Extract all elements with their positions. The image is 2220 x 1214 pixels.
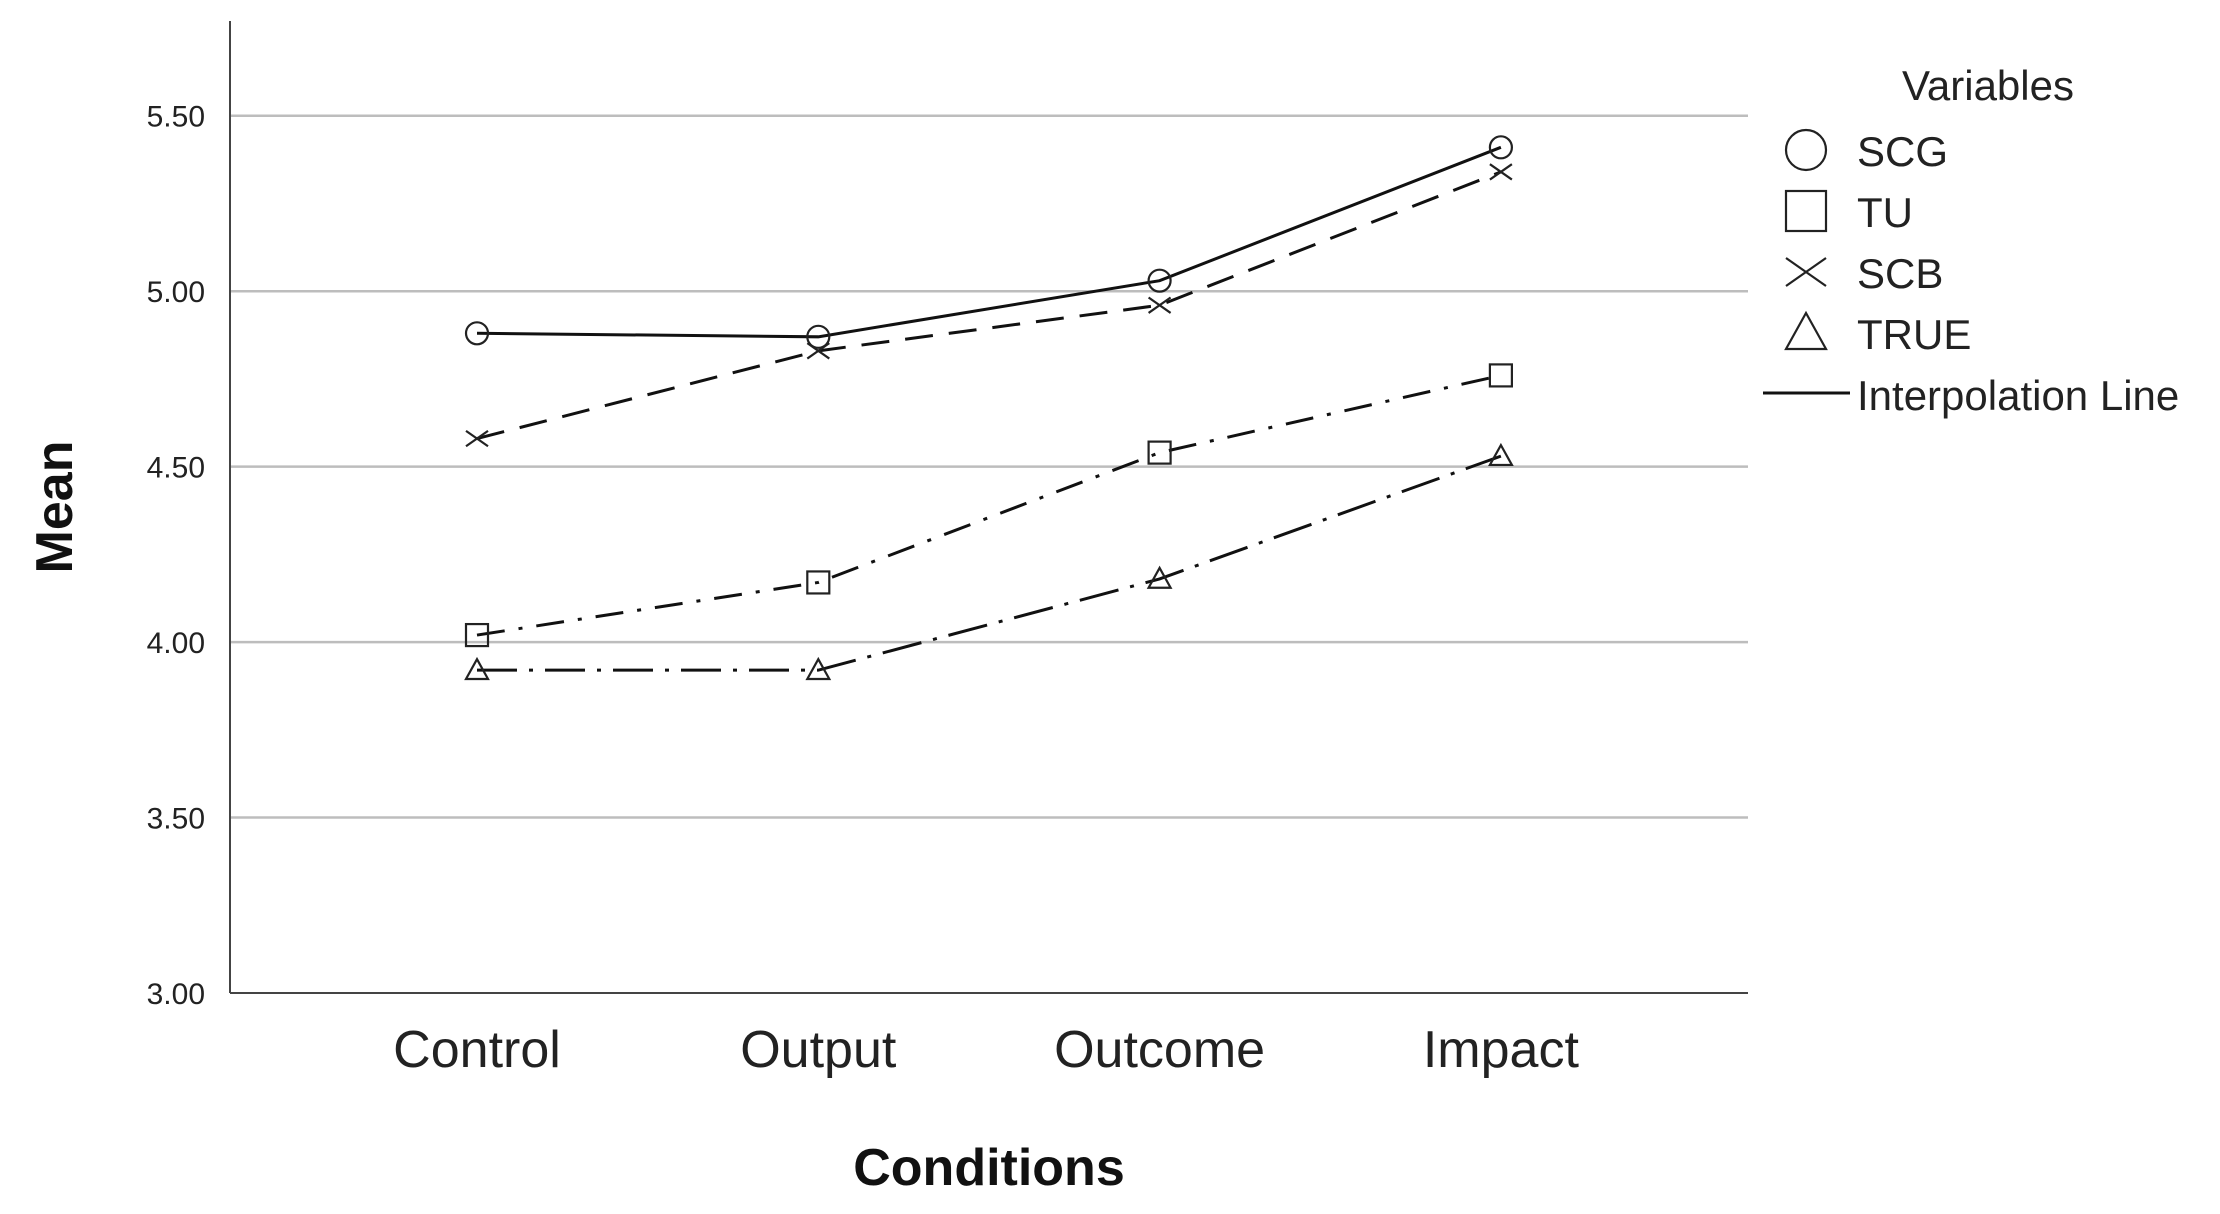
triangle-marker (805, 656, 832, 681)
triangle-marker (1784, 310, 1828, 351)
legend-interpolation-label: Interpolation Line (1857, 372, 2179, 419)
x-marker (1147, 296, 1172, 314)
x-marker (1785, 257, 1827, 287)
y-axis-title: Mean (26, 441, 84, 574)
series-tu (464, 363, 1514, 648)
x-tick-label: Control (393, 1021, 561, 1079)
x-marker (465, 429, 489, 448)
legend-label: TRUE (1857, 311, 1971, 358)
y-tick-label: 3.00 (147, 978, 205, 1011)
y-tick-label: 3.50 (147, 803, 205, 836)
x-axis-title: Conditions (853, 1139, 1125, 1197)
series-line (476, 170, 1502, 441)
legend-label: SCB (1857, 250, 1943, 297)
series-line (477, 454, 1502, 672)
series-scg (464, 135, 1514, 349)
x-tick-label: Impact (1423, 1021, 1580, 1079)
series-line (476, 145, 1502, 339)
legend-label: SCG (1857, 128, 1948, 175)
circle-marker (1147, 268, 1172, 293)
circle-marker (1488, 135, 1514, 160)
square-marker (806, 570, 831, 595)
series-scb (465, 163, 1513, 448)
circle-marker (806, 324, 831, 349)
triangle-marker (1146, 565, 1173, 589)
legend-title: Variables (1902, 62, 2074, 109)
x-tick-label: Outcome (1054, 1021, 1265, 1079)
x-marker (806, 342, 830, 360)
circle-marker (464, 321, 490, 346)
triangle-marker (1488, 442, 1514, 467)
x-tick-label: Output (740, 1021, 897, 1079)
y-tick-label: 5.50 (147, 101, 205, 134)
y-tick-label: 4.50 (147, 452, 205, 485)
y-tick-label: 5.00 (147, 276, 205, 309)
square-marker (464, 622, 490, 648)
square-marker (1488, 363, 1514, 388)
x-marker (1489, 163, 1513, 181)
y-tick-label: 4.00 (147, 627, 205, 660)
square-marker (1784, 189, 1828, 233)
legend-label: TU (1857, 189, 1913, 236)
square-marker (1147, 440, 1172, 465)
circle-marker (1784, 128, 1828, 172)
series-true (464, 442, 1514, 681)
legend: Variables Interpolation Line SCG TU SCB TRU… (1763, 62, 2179, 419)
series-line (476, 373, 1502, 637)
triangle-marker (464, 656, 490, 681)
